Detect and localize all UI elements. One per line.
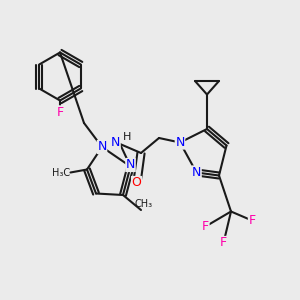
Text: F: F [202, 220, 209, 233]
Text: N: N [111, 136, 120, 149]
Text: F: F [248, 214, 256, 227]
Text: N: N [175, 136, 185, 149]
Text: H₃C: H₃C [52, 167, 70, 178]
Text: O: O [132, 176, 141, 190]
Text: F: F [220, 236, 227, 250]
Text: F: F [56, 106, 64, 119]
Text: N: N [97, 140, 107, 154]
Text: CH₃: CH₃ [134, 199, 152, 209]
Text: H: H [123, 131, 132, 142]
Text: N: N [192, 166, 201, 179]
Text: N: N [126, 158, 135, 172]
